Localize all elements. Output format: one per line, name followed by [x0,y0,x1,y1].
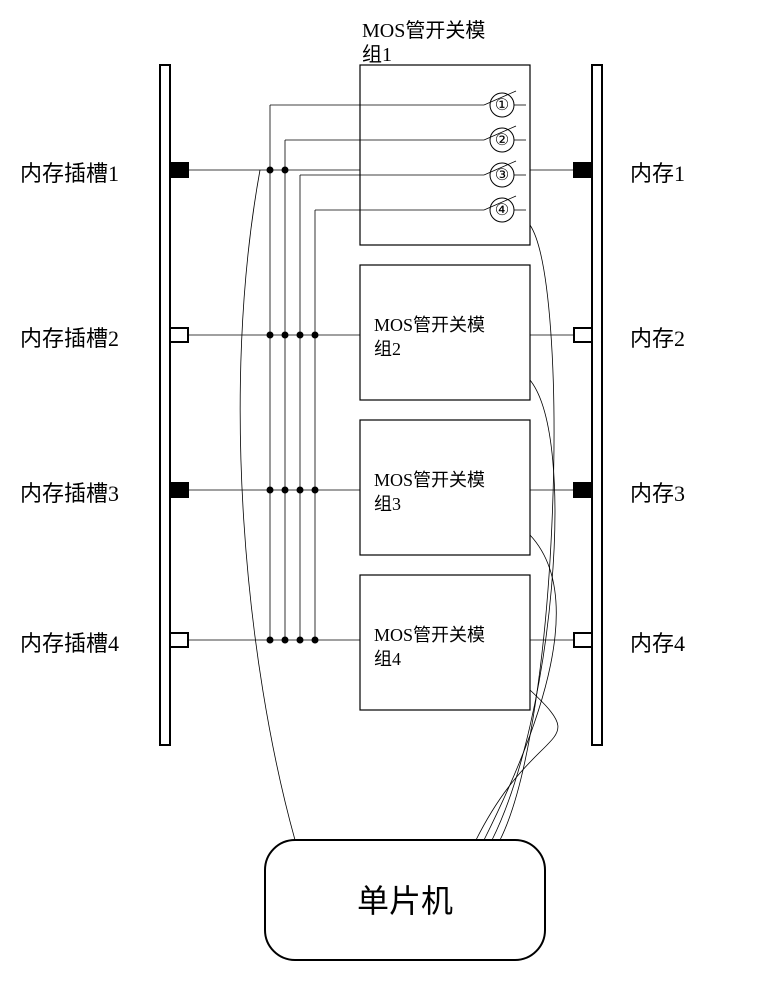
mem-right-2 [574,328,592,342]
junction-4-2 [312,332,319,339]
mcu-curve-right-3 [484,535,556,840]
junction-1-3 [267,487,274,494]
mos-module-3 [360,420,530,555]
mcu-curve-left [240,170,295,840]
slot-left-1 [170,163,188,177]
switch-number-2: ② [495,132,509,149]
mem-right-4 [574,633,592,647]
junction-1-2 [267,332,274,339]
slot-left-4 [170,633,188,647]
mcu-curve-right-1 [500,225,554,840]
junction-2-4 [282,637,289,644]
switch-number-4: ④ [495,202,509,219]
right-bus-bar [592,65,602,745]
mcu-curve-right-2 [492,380,555,840]
junction-2-1 [282,167,289,174]
left-bus-bar [160,65,170,745]
junction-1-4 [267,637,274,644]
switch-number-1: ① [495,97,509,114]
slot-left-3 [170,483,188,497]
mcu-label: 单片机 [357,883,453,919]
mos-module-2 [360,265,530,400]
mem-right-1 [574,163,592,177]
junction-3-4 [297,637,304,644]
junction-3-2 [297,332,304,339]
mcu-curve-right-4 [476,690,558,840]
switch-number-3: ③ [495,167,509,184]
mos-module-4 [360,575,530,710]
junction-4-3 [312,487,319,494]
junction-2-3 [282,487,289,494]
slot-left-2 [170,328,188,342]
mem-right-3 [574,483,592,497]
